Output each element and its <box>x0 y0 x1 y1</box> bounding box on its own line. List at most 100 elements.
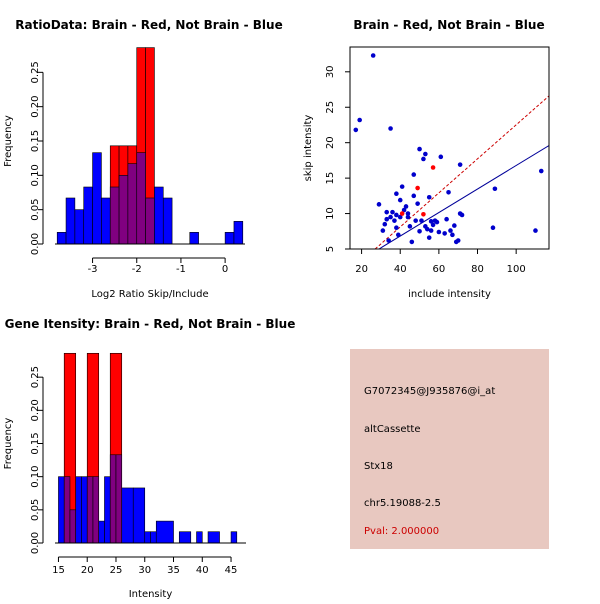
chart2-not-brain-point <box>388 214 393 220</box>
chart3-y-tick-label: 0.15 <box>30 432 41 454</box>
chart2-not-brain-point <box>417 146 422 152</box>
chart2-x-tick-label: 20 <box>355 264 368 275</box>
chart2-not-brain-point <box>394 212 399 218</box>
chart1-x-tick-label: -1 <box>176 264 186 275</box>
chart2-not-brain-point <box>426 194 432 200</box>
chart1-y-tick-label: 0.10 <box>30 164 41 186</box>
chart2-y-tick-label: 25 <box>325 101 336 114</box>
chart3-not-brain-bar <box>86 476 94 544</box>
chart3-not-brain-bar <box>69 509 77 544</box>
chart1-not-brain-bar <box>154 186 164 245</box>
chart2-not-brain-point <box>397 214 403 220</box>
chart2-not-brain-point <box>533 228 538 233</box>
chart1-not-brain-bar <box>109 186 120 245</box>
chart2-not-brain-point <box>421 156 426 162</box>
chart1-not-brain-bar <box>83 186 93 245</box>
chart3-not-brain-bar <box>121 487 134 544</box>
chart1-not-brain-bar <box>56 232 67 245</box>
chart3-not-brain-bar <box>230 531 238 544</box>
chart3-not-brain-bar <box>109 454 117 544</box>
chart2-brain-fit-line <box>374 95 549 249</box>
chart2-brain-point <box>421 211 426 217</box>
chart3-not-brain-bar <box>98 520 105 544</box>
chart2-not-brain-point <box>438 154 444 160</box>
chart2-not-brain-point <box>397 197 403 203</box>
chart1-x-tick-label: -3 <box>88 264 98 275</box>
chart2-y-tick-label: 5 <box>325 246 336 252</box>
chart1-not-brain-bar <box>145 197 155 245</box>
chart2-not-brain-fit-line <box>378 145 549 249</box>
chart2-not-brain-point <box>538 168 544 174</box>
chart3-not-brain-bar <box>92 476 100 544</box>
chart2-x-tick-label: 80 <box>471 264 484 275</box>
pval-text: Pval: 2.000000 <box>364 526 440 537</box>
chart2-not-brain-point <box>434 219 440 225</box>
chart1-not-brain-bar <box>74 209 85 245</box>
chart2-not-brain-point <box>442 231 447 236</box>
chart2-not-brain-point <box>392 218 397 223</box>
chart2-not-brain-point <box>430 222 436 228</box>
chart2-not-brain-point <box>384 209 390 215</box>
probe-id-text: G7072345@J935876@i_at <box>364 386 496 397</box>
chart2-not-brain-point <box>390 209 395 215</box>
chart2-not-brain-point <box>428 219 434 224</box>
chart2-not-brain-point <box>490 225 496 231</box>
chart1-x-tick-label: 0 <box>222 264 228 275</box>
chart3-x-tick-label: 25 <box>110 565 123 576</box>
chart3-not-brain-bar <box>81 476 88 544</box>
chart3-not-brain-bar <box>155 520 174 544</box>
chart2-not-brain-point <box>423 151 428 157</box>
chart2-not-brain-point <box>396 232 401 238</box>
chart3-not-brain-bar <box>58 476 65 544</box>
chart2-not-brain-point <box>394 191 399 197</box>
chart2-not-brain-point <box>426 235 432 240</box>
chart1-not-brain-bar <box>136 152 146 245</box>
event-type-text: altCassette <box>364 424 421 435</box>
chart2-brain-point <box>399 211 405 216</box>
chart1-not-brain-bar <box>118 175 129 245</box>
chart2-not-brain-point <box>357 117 362 123</box>
chart3-not-brain-bar <box>75 476 82 544</box>
chart2-not-brain-point <box>424 226 430 232</box>
chart1-not-brain-bar <box>92 152 102 245</box>
chart2-not-brain-point <box>384 216 390 222</box>
chart2-x-axis-label: include intensity <box>408 289 491 300</box>
chart1-not-brain-bar <box>101 197 111 245</box>
location-text: chr5.19088-2.5 <box>364 498 441 509</box>
chart2-not-brain-point <box>459 212 465 218</box>
chart2-not-brain-point <box>388 126 393 131</box>
chart2-title: Brain - Red, Not Brain - Blue <box>353 18 544 32</box>
chart1-y-tick-label: 0.20 <box>30 96 41 118</box>
chart2-not-brain-point <box>405 214 411 220</box>
chart3-not-brain-bar <box>196 531 203 544</box>
chart2-not-brain-point <box>386 238 391 243</box>
chart2-not-brain-point <box>413 218 418 223</box>
chart2-brain-point <box>415 185 420 191</box>
chart1-not-brain-bar <box>162 197 173 245</box>
chart2-not-brain-point <box>403 204 409 209</box>
chart2-not-brain-point <box>407 224 413 229</box>
chart3-not-brain-bar <box>132 487 146 544</box>
chart1-x-axis-label: Log2 Ratio Skip/Include <box>91 289 208 300</box>
chart2-x-tick-label: 100 <box>507 264 526 275</box>
chart3-x-tick-label: 45 <box>225 565 238 576</box>
chart1-not-brain-bar <box>65 197 76 245</box>
chart1-y-tick-label: 0.25 <box>30 61 41 83</box>
chart2-y-tick-label: 15 <box>325 172 336 185</box>
chart3-x-tick-label: 15 <box>52 565 65 576</box>
chart1-y-tick-label: 0.05 <box>30 199 41 221</box>
chart3-x-tick-label: 20 <box>81 565 94 576</box>
chart1-not-brain-bar <box>189 232 199 245</box>
chart3-x-tick-label: 30 <box>138 565 151 576</box>
chart1-y-axis-label: Frequency <box>3 115 14 167</box>
chart2-y-tick-label: 20 <box>325 136 336 149</box>
chart2-not-brain-point <box>380 228 386 233</box>
chart2-not-brain-point <box>428 228 434 233</box>
gene-name-text: Stx18 <box>364 461 393 472</box>
chart3-title: Gene Itensity: Brain - Red, Not Brain - … <box>5 317 296 331</box>
chart2-not-brain-point <box>411 193 417 199</box>
chart2-not-brain-point <box>405 211 411 216</box>
chart2-not-brain-point <box>457 162 463 167</box>
chart3-y-tick-label: 0.10 <box>30 466 41 488</box>
